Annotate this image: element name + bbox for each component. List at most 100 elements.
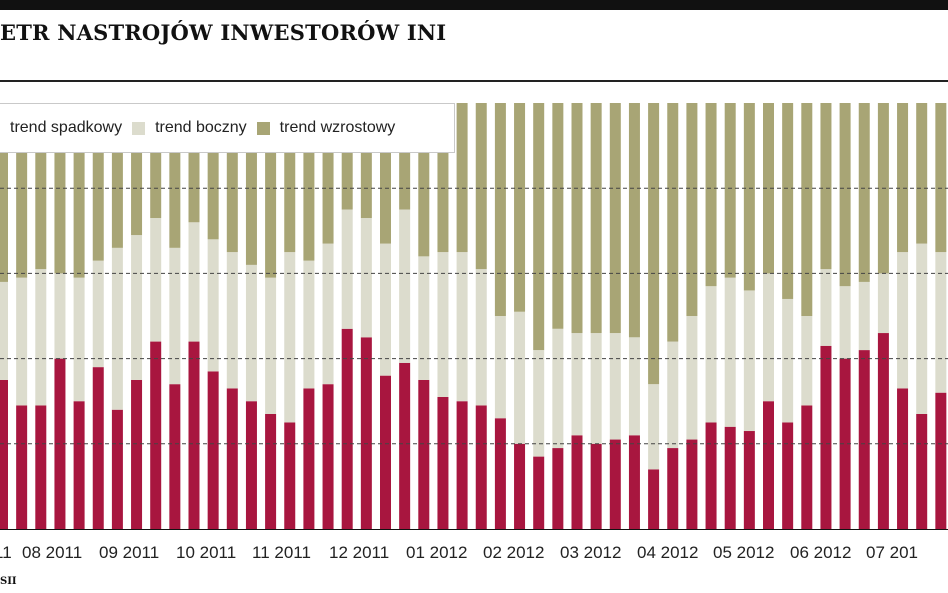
x-tick-label-6: 01 2012	[406, 543, 467, 562]
bar-wzrostowy-14	[265, 103, 277, 278]
bar-spadkowy-42	[801, 405, 813, 529]
bar-boczny-36	[686, 316, 698, 440]
bar-boczny-16	[303, 260, 315, 389]
bar-spadkowy-25	[475, 405, 487, 529]
bar-boczny-33	[628, 337, 640, 436]
bar-wzrostowy-37	[705, 103, 717, 287]
x-tick-label-8: 03 2012	[560, 543, 621, 562]
bar-spadkowy-37	[705, 422, 717, 529]
legend-swatch-boczny	[132, 121, 146, 135]
x-tick-label-3: 10 2011	[176, 543, 236, 562]
bar-spadkowy-41	[782, 422, 794, 529]
bar-boczny-43	[820, 269, 832, 346]
bar-boczny-40	[763, 273, 774, 402]
bar-wzrostowy-33	[628, 103, 640, 338]
bar-wzrostowy-10	[188, 103, 200, 223]
bar-boczny-24	[456, 252, 468, 402]
bar-wzrostowy-15	[284, 103, 296, 253]
bar-wzrostowy-11	[207, 103, 219, 240]
bar-wzrostowy-24	[456, 103, 468, 253]
bar-spadkowy-1	[16, 405, 28, 529]
bar-spadkowy-8	[150, 341, 162, 529]
bar-spadkowy-12	[226, 388, 238, 529]
bar-wzrostowy-49	[935, 103, 947, 253]
bar-boczny-47	[897, 252, 909, 389]
x-tick-label-10: 05 2012	[713, 543, 774, 562]
bar-spadkowy-11	[207, 371, 219, 529]
bar-spadkowy-44	[839, 358, 851, 529]
bar-spadkowy-19	[360, 337, 372, 529]
bar-spadkowy-49	[935, 392, 947, 529]
bar-spadkowy-27	[514, 443, 526, 529]
bar-spadkowy-2	[35, 405, 47, 529]
bar-spadkowy-22	[418, 379, 430, 529]
legend-label-spadkowy: trend spadkowy	[10, 119, 123, 136]
bar-wzrostowy-6	[111, 103, 123, 248]
bar-boczny-20	[380, 243, 391, 376]
bar-boczny-12	[226, 252, 238, 389]
bar-wzrostowy-4	[73, 103, 85, 278]
bar-boczny-14	[265, 277, 277, 414]
bar-wzrostowy-30	[571, 103, 583, 334]
bar-boczny-42	[801, 316, 813, 406]
bar-boczny-10	[188, 222, 200, 342]
bar-wzrostowy-35	[667, 103, 679, 342]
bar-spadkowy-18	[341, 328, 353, 529]
x-tick-label-12: 07 201	[866, 543, 918, 562]
bar-boczny-9	[169, 247, 181, 385]
bar-spadkowy-39	[743, 431, 755, 529]
legend-swatch-wzrostowy	[256, 121, 270, 135]
bar-wzrostowy-45	[858, 103, 870, 282]
bar-spadkowy-21	[399, 362, 411, 529]
bar-boczny-18	[341, 209, 353, 329]
bar-spadkowy-35	[667, 448, 679, 529]
bar-boczny-34	[648, 384, 660, 470]
x-tick-label-4: 11 2011	[252, 543, 311, 562]
bar-wzrostowy-23	[437, 103, 449, 253]
bar-wzrostowy-2	[35, 103, 47, 270]
bar-boczny-29	[552, 328, 564, 449]
bar-spadkowy-9	[169, 384, 181, 529]
bar-spadkowy-6	[111, 409, 123, 529]
bar-wzrostowy-8	[150, 103, 162, 219]
bar-boczny-21	[399, 209, 411, 363]
bar-wzrostowy-17	[322, 103, 334, 244]
bar-boczny-8	[150, 218, 162, 342]
bar-wzrostowy-25	[475, 103, 487, 270]
legend-label-boczny: trend boczny	[155, 119, 247, 136]
bar-wzrostowy-48	[916, 103, 928, 244]
bar-wzrostowy-27	[514, 103, 526, 312]
bar-wzrostowy-38	[724, 103, 736, 278]
bar-wzrostowy-34	[648, 103, 660, 385]
bar-wzrostowy-40	[763, 103, 774, 274]
bar-boczny-7	[131, 235, 143, 380]
bar-spadkowy-46	[877, 333, 889, 529]
x-tick-label-5: 12 2011	[329, 543, 389, 562]
bar-boczny-45	[858, 281, 870, 351]
bar-spadkowy-17	[322, 384, 334, 529]
bar-spadkowy-5	[92, 367, 104, 529]
bar-wzrostowy-44	[839, 103, 851, 287]
bar-spadkowy-10	[188, 341, 200, 529]
bar-wzrostowy-18	[341, 103, 353, 210]
bar-wzrostowy-22	[418, 103, 430, 257]
title-rule	[0, 80, 948, 82]
source-note: SII	[0, 576, 17, 587]
bar-boczny-22	[418, 256, 430, 380]
top-rule	[0, 0, 948, 10]
x-tick-label-7: 02 2012	[483, 543, 544, 562]
bar-boczny-30	[571, 333, 583, 436]
bar-wzrostowy-29	[552, 103, 564, 329]
bar-spadkowy-36	[686, 439, 698, 529]
x-tick-label-2: 09 2011	[99, 543, 159, 562]
bar-spadkowy-34	[648, 469, 660, 529]
bar-spadkowy-14	[265, 413, 277, 529]
bar-wzrostowy-42	[801, 103, 813, 316]
bar-boczny-2	[35, 269, 47, 406]
bar-boczny-44	[839, 286, 851, 359]
bar-wzrostowy-19	[360, 103, 372, 219]
chart-title: ETR NASTROJÓW INWESTORÓW INI	[0, 20, 447, 45]
bar-boczny-0	[0, 281, 8, 380]
bar-wzrostowy-0	[0, 103, 8, 282]
bar-boczny-15	[284, 252, 296, 423]
